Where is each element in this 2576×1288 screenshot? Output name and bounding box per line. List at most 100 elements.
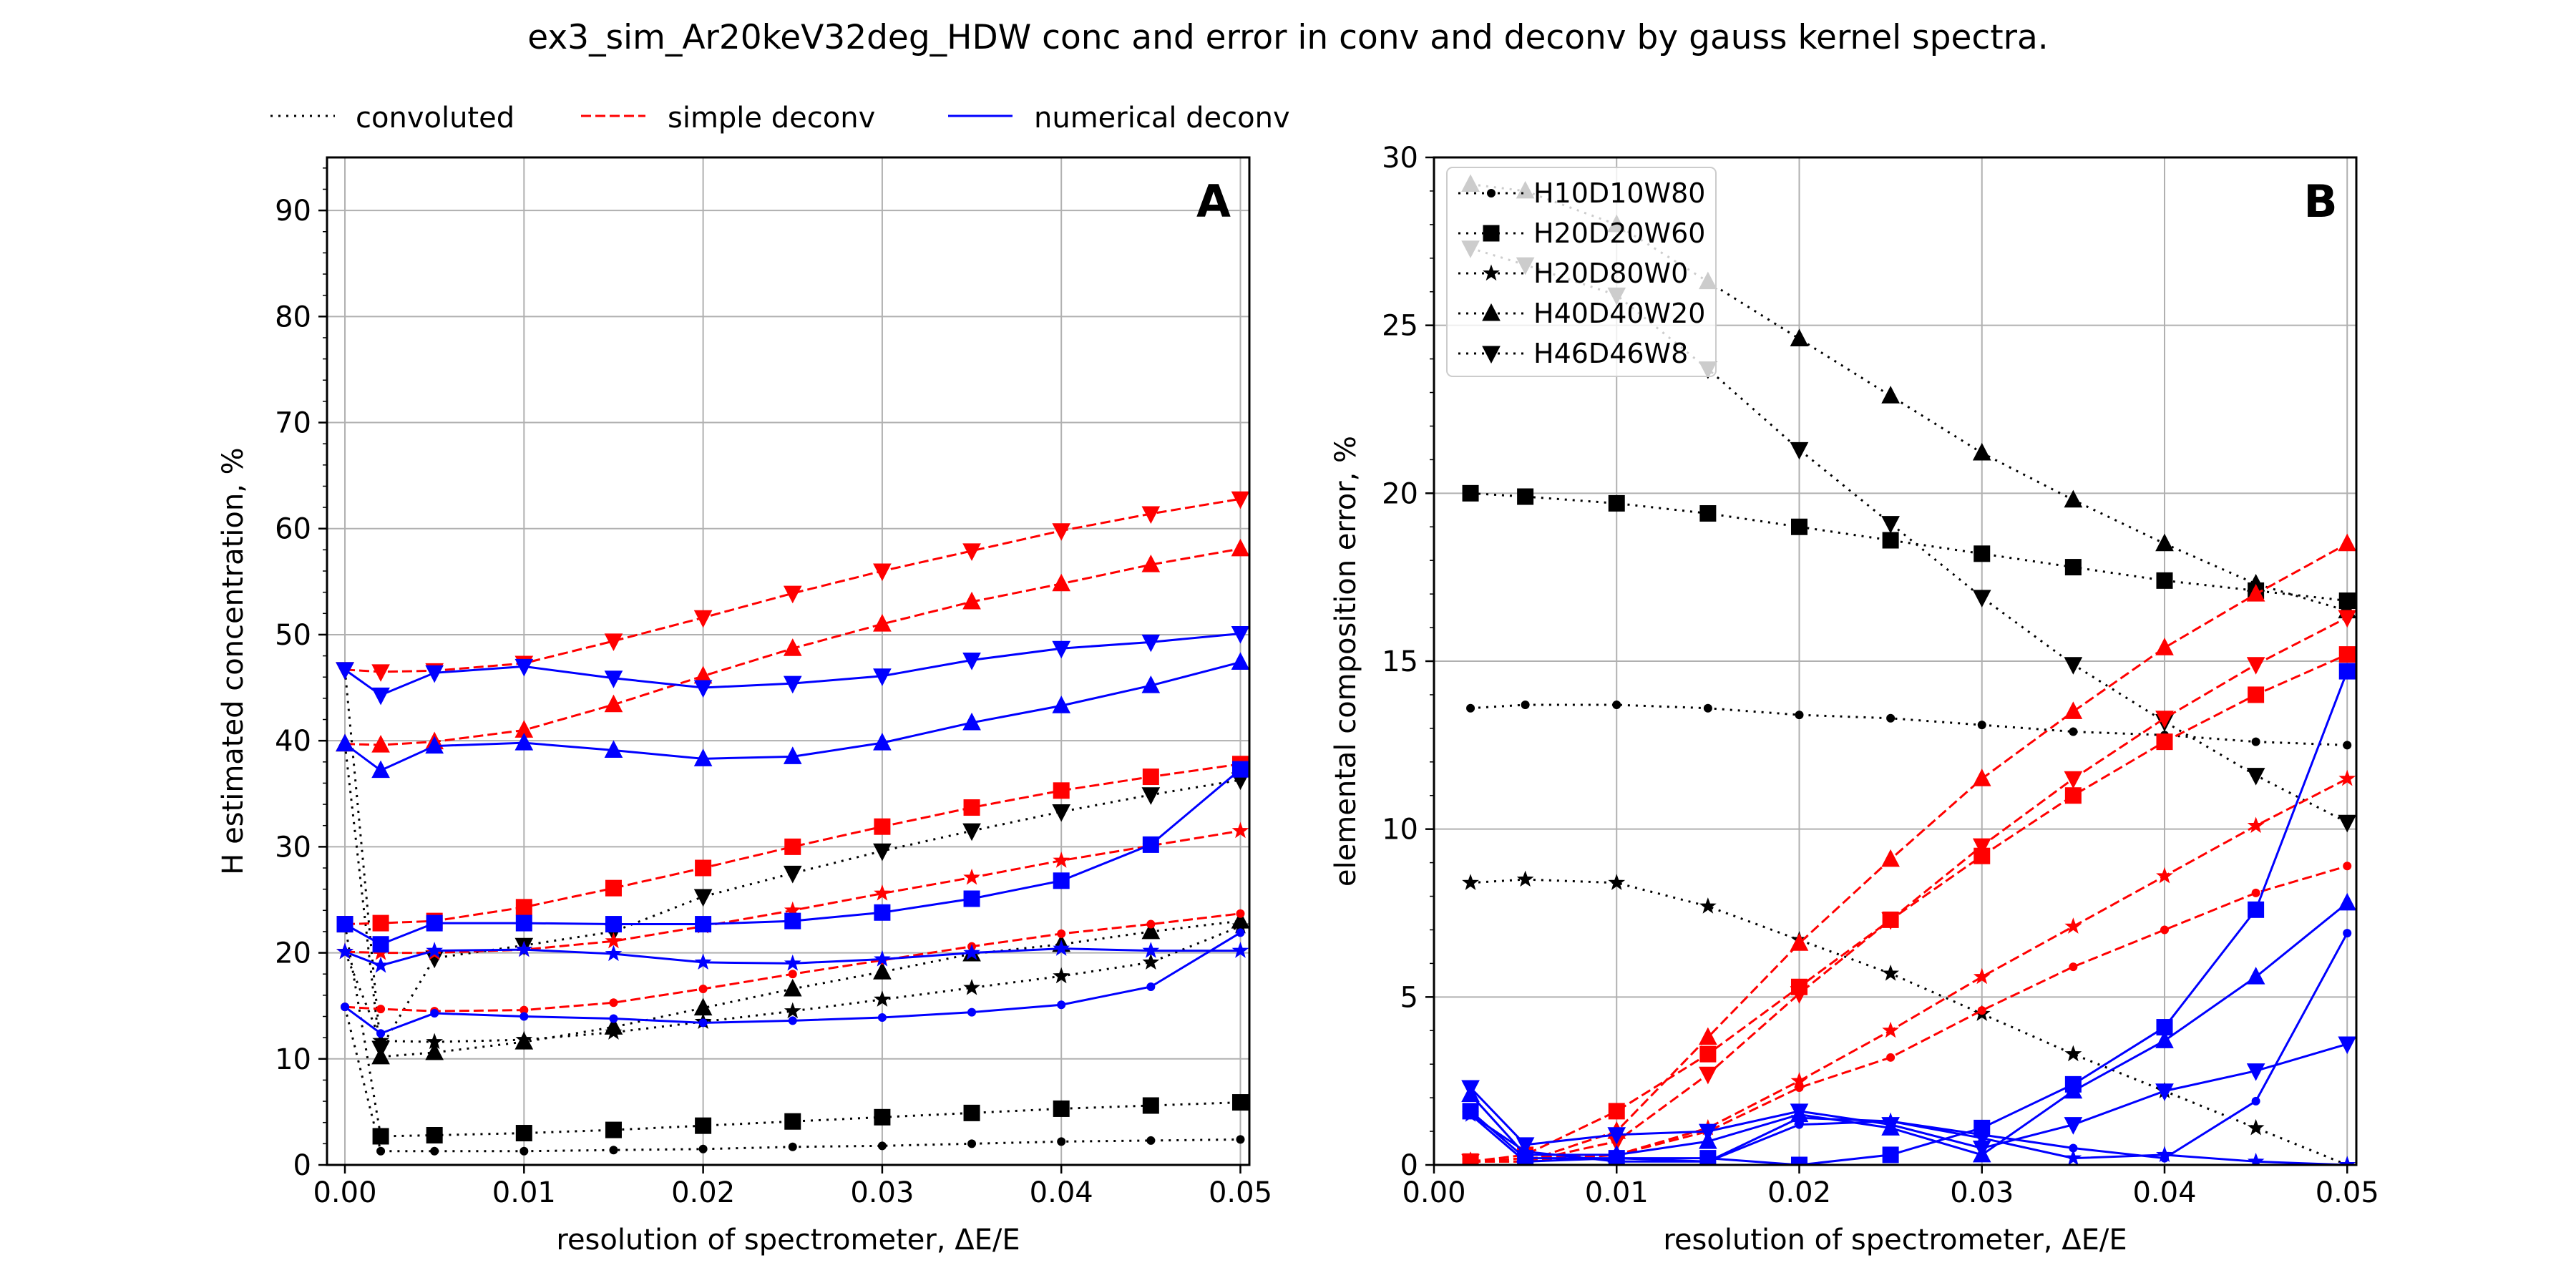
panel-a-data-point-triangle-down xyxy=(783,865,802,884)
panel-a-data-point-triangle-up xyxy=(783,746,802,764)
panel-a-data-point-star xyxy=(963,868,980,885)
panel-a-series-line-h40d40w20-simple-deconv xyxy=(344,547,1241,746)
panel-a-data-point-triangle-down xyxy=(1141,634,1161,653)
panel-a-data-point-triangle-up xyxy=(604,694,623,713)
panel-a-data-point-circle xyxy=(1236,928,1245,937)
legend-label-h10d10w80: H10D10W80 xyxy=(1533,177,1705,209)
panel-a-series-line-h20d20w60-numerical-deconv xyxy=(344,769,1241,946)
panel-a-data-point-triangle-down xyxy=(1052,804,1071,822)
legend-marker-triangle-up xyxy=(1482,303,1501,321)
panel-b-data-point-star xyxy=(2064,1045,2082,1062)
panel-a-data-point-square xyxy=(784,1113,801,1130)
panel-b-data-point-triangle-up xyxy=(2155,638,2174,655)
panel-a-series-line-h20d80w0-numerical-deconv xyxy=(344,947,1241,967)
panel-a-data-point-triangle-down xyxy=(336,662,354,680)
panel-b-data-point-triangle-down xyxy=(2338,1036,2356,1055)
panel-a-data-point-triangle-down xyxy=(425,665,444,683)
panel-a-data-point-triangle-up xyxy=(1231,911,1249,929)
legend-label-convoluted: convoluted xyxy=(356,102,514,135)
panel-a-data-point-triangle-up xyxy=(693,997,713,1016)
panel-b-data-point-circle xyxy=(1886,713,1896,723)
panel-b-data-point-circle xyxy=(2069,962,2078,972)
panel-a-data-point-triangle-down xyxy=(371,1040,390,1059)
panel-a-data-point-circle xyxy=(1146,982,1156,992)
panel-b-data-point-triangle-up xyxy=(1881,386,1900,404)
panel-b-data-point-triangle-down xyxy=(2338,814,2356,833)
panel-a-data-point-circle xyxy=(376,1005,386,1014)
legend-marker-square xyxy=(1483,225,1500,242)
panel-a-data-point-star xyxy=(784,954,801,971)
panel-b-data-point-square xyxy=(2064,787,2082,804)
panel-b-data-point-circle xyxy=(1466,703,1475,713)
panel-a-data-point-square xyxy=(1231,1094,1249,1111)
panel-a-x-axis-label: resolution of spectrometer, ΔE/E xyxy=(556,1224,1020,1257)
panel-a-data-point-triangle-up xyxy=(873,962,892,980)
panel-b-data-point-circle xyxy=(2343,862,2352,871)
panel-a-data-point-square xyxy=(1053,872,1070,889)
panel-a-data-point-star xyxy=(605,932,623,949)
panel-b-data-point-triangle-up xyxy=(1607,1144,1626,1163)
panel-b-data-point-circle xyxy=(1521,701,1530,710)
panel-a-data-point-triangle-up xyxy=(962,712,981,731)
panel-a-data-point-circle xyxy=(788,1016,797,1025)
panel-a-data-point-star xyxy=(874,990,891,1007)
line-style-legend: convoluted simple deconv numerical decon… xyxy=(270,102,1290,135)
panel-b-data-point-circle xyxy=(1795,711,1804,720)
panel-a-y-tick-label: 30 xyxy=(275,831,311,864)
panel-a-data-point-square xyxy=(963,799,980,816)
panel-a-y-tick-label: 50 xyxy=(275,619,311,652)
panel-a-data-point-square xyxy=(605,1121,622,1138)
panel-b-data-point-square xyxy=(1699,504,1717,522)
panel-b-data-point-triangle-up xyxy=(2155,533,2174,552)
panel-a-data-point-circle xyxy=(519,1146,529,1156)
panel-b-data-point-triangle-down xyxy=(1790,1103,1809,1121)
panel-a-data-point-square xyxy=(695,859,712,877)
panel-b-data-point-star xyxy=(2064,917,2082,934)
panel-a-data-point-star xyxy=(372,956,389,973)
panel-a-data-point-triangle-up xyxy=(604,740,623,758)
panel-a-data-point-triangle-down xyxy=(1141,787,1161,805)
panel-a-y-axis-label: H estimated concentration, % xyxy=(217,447,250,874)
panel-a-data-point-triangle-up xyxy=(425,736,444,754)
panel-a-data-point-triangle-up xyxy=(514,733,534,751)
panel-b-data-point-triangle-up xyxy=(2246,584,2265,602)
panel-a-data-point-star xyxy=(1053,967,1070,984)
panel-a-data-point-triangle-up xyxy=(962,591,981,610)
panel-a-data-point-triangle-up xyxy=(1052,573,1071,592)
panel-a-data-point-circle xyxy=(967,1008,977,1017)
panel-a-data-point-circle xyxy=(1057,1000,1066,1010)
panel-a-data-point-triangle-up xyxy=(1052,696,1071,713)
panel-b-data-point-triangle-down xyxy=(2064,657,2083,675)
panel-a-data-point-circle xyxy=(698,1018,708,1028)
panel-a-data-point-triangle-down xyxy=(1052,523,1071,541)
panel-b-data-point-triangle-down xyxy=(2246,1063,2265,1081)
panel-b-data-point-triangle-down xyxy=(1461,1153,1480,1165)
panel-a-data-point-triangle-up xyxy=(371,735,390,753)
panel-b-data-point-star xyxy=(1699,897,1717,914)
panel-b-data-point-star xyxy=(2156,867,2173,884)
panel-a-data-point-circle xyxy=(1057,1137,1066,1146)
panel-a-data-point-triangle-up xyxy=(1141,555,1161,572)
panel-b-data-point-circle xyxy=(1977,721,1986,730)
panel-b-data-point-triangle-down xyxy=(1972,590,1991,608)
panel-b-data-point-triangle-down xyxy=(1972,838,1991,857)
panel-b-x-tick-label: 0.00 xyxy=(1402,1176,1465,1209)
panel-a-data-point-triangle-up xyxy=(873,733,892,751)
panel-a-data-point-triangle-up xyxy=(514,1031,534,1050)
panel-b-data-point-circle xyxy=(2160,925,2169,935)
legend-marker-circle xyxy=(1487,189,1496,197)
panel-b-data-point-circle xyxy=(1612,701,1621,710)
panel-b-data-point-circle xyxy=(2251,1096,2260,1106)
panel-a-data-point-star xyxy=(963,944,980,960)
panel-a-data-point-square xyxy=(372,914,389,932)
panel-a-y-tick-label: 40 xyxy=(275,725,311,758)
panel-b-y-tick-label: 25 xyxy=(1382,310,1418,343)
panel-a-data-point-star xyxy=(874,884,891,901)
panel-b-data-point-triangle-up xyxy=(1790,933,1809,951)
panel-b-data-point-triangle-down xyxy=(1461,1080,1480,1098)
panel-a-data-point-triangle-down xyxy=(604,670,623,688)
panel-a-data-point-star xyxy=(1142,942,1160,958)
panel-b-data-point-triangle-down xyxy=(2155,711,2174,728)
